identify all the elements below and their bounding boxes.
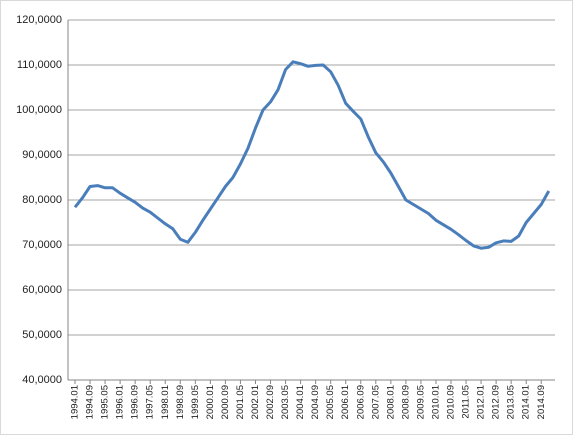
x-tick-label: 2011.05 (461, 385, 472, 419)
x-tick-label: 2002.09 (265, 385, 276, 419)
y-tick-label: 70,0000 (22, 239, 62, 251)
x-tick-label: 2003.05 (280, 385, 291, 419)
x-tick-label: 2004.01 (295, 385, 306, 419)
y-tick-label: 80,0000 (22, 194, 62, 206)
x-tick-label: 2002.01 (250, 385, 261, 419)
x-tick-label: 2014.01 (521, 385, 532, 419)
y-tick-label: 40,0000 (22, 374, 62, 386)
x-tick-label: 2012.01 (476, 385, 487, 419)
x-tick-label: 2000.01 (205, 385, 216, 419)
y-tick-label: 60,0000 (22, 284, 62, 296)
x-tick-label: 1994.01 (70, 385, 81, 419)
x-tick-label: 2014.09 (536, 385, 547, 419)
x-tick-labels: 1994.01 1994.09 1995.05 1996.01 1996.09 1997.… (70, 385, 547, 419)
data-line (73, 60, 551, 250)
y-tick-label: 110,0000 (17, 59, 62, 71)
x-tick-label: 1997.05 (145, 385, 156, 419)
x-tick-label: 1994.09 (85, 385, 96, 419)
x-tick-label: 2000.09 (220, 385, 231, 419)
x-tick-label: 1998.01 (160, 385, 171, 419)
x-tick-label: 1996.01 (115, 385, 126, 419)
x-tick-label: 2004.09 (310, 385, 321, 419)
y-tick-label: 90,0000 (22, 149, 62, 161)
y-tick-label: 100,0000 (16, 104, 62, 116)
x-tick-label: 2005.05 (325, 385, 336, 419)
x-tick-label: 2012.09 (491, 385, 502, 419)
x-tick-label: 2001.05 (235, 385, 246, 419)
x-tick-label: 1999.05 (190, 385, 201, 419)
x-tick-label: 2013.05 (506, 385, 517, 419)
x-tick-label: 1996.09 (130, 385, 141, 419)
x-tick-label: 2010.01 (430, 385, 441, 419)
x-tick-label: 2009.05 (415, 385, 426, 419)
x-tick-label: 2010.09 (446, 385, 457, 419)
x-tick-label: 1998.09 (175, 385, 186, 419)
x-tick-label: 2008.09 (400, 385, 411, 419)
x-tick-label: 2006.09 (355, 385, 366, 419)
x-tick-label: 2006.01 (340, 385, 351, 419)
y-tick-label: 120,0000 (16, 14, 62, 26)
x-tick-label: 2007.05 (370, 385, 381, 419)
x-tick-label: 2008.01 (385, 385, 396, 419)
y-tick-label: 50,0000 (22, 329, 62, 341)
x-tick-label: 1995.05 (100, 385, 111, 419)
